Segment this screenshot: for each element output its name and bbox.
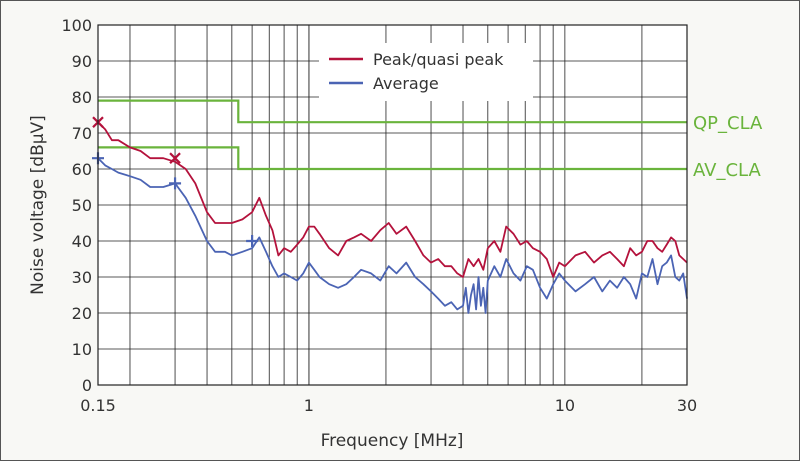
marker-peak-1 [169,152,181,164]
plot-border [97,24,688,386]
y-tick-label-2: 20 [72,304,92,323]
y-tick-label-5: 50 [72,196,92,215]
legend-box [319,43,533,101]
legend: Peak/quasi peak Average [319,43,533,101]
y-tick-label-1: 10 [72,340,92,359]
series-line-average [97,157,688,314]
x-tick-label-2: 10 [555,396,575,415]
limit-line-qp-cla [98,99,687,124]
y-tick-label-8: 80 [72,88,92,107]
marker-average-2 [246,235,259,247]
legend-label-average: Average [373,74,439,93]
legend-label-peak: Peak/quasi peak [373,50,504,69]
y-tick-label-10: 100 [61,16,92,35]
y-tick-label-9: 90 [72,52,92,71]
x-tick-label-3: 30 [677,396,697,415]
y-tick-label-7: 70 [72,124,92,143]
limit-line-av-cla [98,146,687,171]
limit-lines [98,99,687,171]
x-tick-labels: 0.15 1 10 30 [80,396,697,415]
y-tick-labels: 0 10 20 30 40 50 60 70 80 90 100 [61,16,92,395]
limit-label-av-cla: AV_CLA [693,160,761,181]
series-lines [97,121,688,314]
y-axis-title: Noise voltage [dBµV] [28,115,48,295]
y-tick-label-6: 60 [72,160,92,179]
series-markers [92,116,259,247]
limit-label-qp-cla: QP_CLA [693,113,763,134]
x-tick-label-1: 1 [304,396,314,415]
series-line-peak [97,121,688,278]
y-tick-label-4: 40 [72,232,92,251]
y-tick-label-3: 30 [72,268,92,287]
marker-average-1 [169,177,182,190]
x-tick-label-0: 0.15 [80,396,116,415]
limit-labels: QP_CLA AV_CLA [693,113,763,181]
y-tick-label-0: 0 [82,376,92,395]
x-axis-title: Frequency [MHz] [321,431,464,451]
